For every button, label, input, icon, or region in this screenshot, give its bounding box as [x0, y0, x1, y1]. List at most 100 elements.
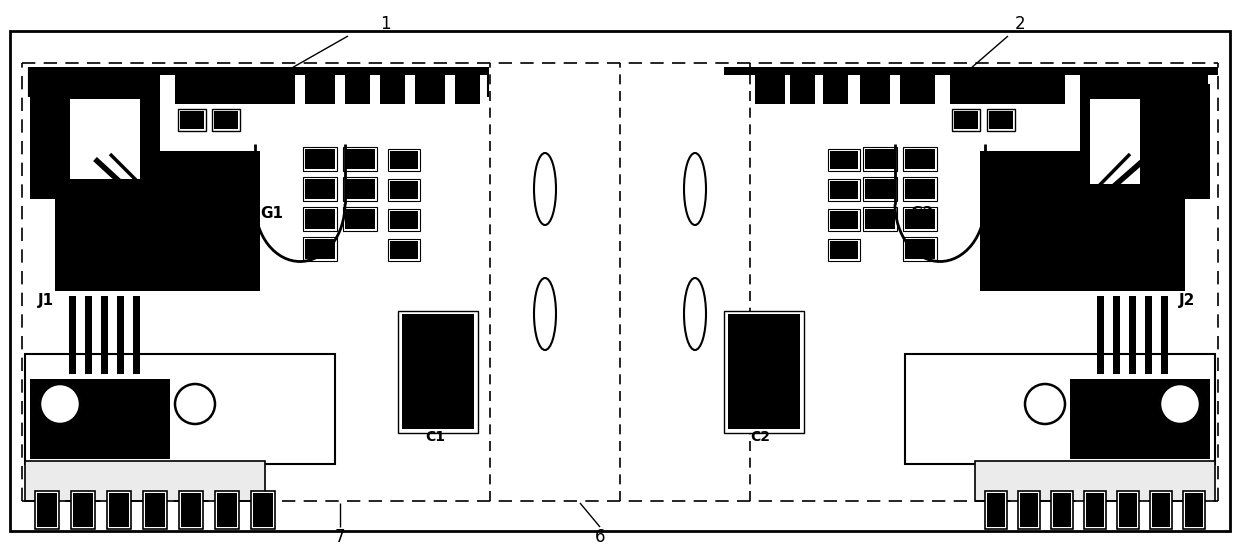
Bar — [402, 314, 474, 429]
Bar — [903, 207, 937, 231]
Bar — [728, 314, 800, 429]
Circle shape — [1159, 384, 1200, 424]
Bar — [133, 296, 140, 374]
Bar — [145, 493, 165, 527]
Bar — [724, 311, 804, 433]
Bar — [22, 63, 620, 501]
Bar — [1117, 491, 1140, 529]
Bar — [388, 179, 420, 201]
Bar — [179, 109, 206, 129]
Bar — [490, 63, 750, 501]
Bar — [30, 99, 69, 184]
Bar — [790, 74, 815, 104]
Bar — [905, 149, 935, 169]
Circle shape — [40, 384, 81, 424]
Bar — [55, 151, 260, 291]
Bar — [250, 491, 275, 529]
Bar — [391, 241, 418, 259]
Bar — [55, 159, 255, 289]
Bar — [866, 149, 895, 169]
Bar — [905, 149, 935, 169]
Bar — [10, 31, 1230, 531]
Text: 6: 6 — [595, 528, 605, 546]
Bar — [905, 179, 935, 199]
Bar — [391, 181, 418, 199]
Bar — [863, 147, 897, 171]
Bar — [830, 211, 858, 229]
Bar — [1080, 72, 1208, 107]
Bar — [952, 109, 980, 131]
Bar — [1053, 493, 1071, 527]
Bar — [903, 147, 937, 171]
Bar — [1114, 296, 1120, 374]
Bar — [622, 63, 1218, 501]
Bar — [160, 179, 241, 279]
Text: C1: C1 — [425, 430, 445, 444]
Bar — [30, 379, 170, 459]
Bar — [866, 209, 895, 229]
Bar — [50, 99, 140, 184]
Bar — [12, 33, 1228, 529]
Bar — [1145, 296, 1152, 374]
Bar — [73, 493, 93, 527]
Bar — [391, 211, 418, 229]
Bar — [415, 74, 445, 104]
Bar — [402, 314, 474, 429]
Bar — [25, 461, 265, 501]
Bar — [863, 177, 897, 201]
Circle shape — [1025, 384, 1065, 424]
Bar — [905, 239, 935, 259]
Bar — [215, 111, 238, 129]
Bar — [30, 84, 160, 199]
Bar — [828, 149, 861, 171]
Bar — [345, 209, 374, 229]
Bar — [388, 149, 420, 171]
Bar — [1090, 99, 1195, 184]
Bar — [905, 209, 935, 229]
Bar — [830, 151, 858, 169]
Bar — [830, 241, 858, 259]
Bar — [179, 109, 206, 131]
Bar — [345, 149, 374, 169]
Bar — [1080, 84, 1210, 199]
Bar — [305, 239, 335, 259]
Bar — [823, 74, 848, 104]
Bar — [905, 179, 935, 199]
Text: E2: E2 — [1174, 151, 1195, 167]
Bar — [975, 461, 1215, 501]
Bar — [391, 241, 418, 259]
Text: C2: C2 — [750, 430, 770, 444]
Bar — [30, 72, 160, 107]
Bar — [755, 74, 785, 104]
Bar — [117, 296, 124, 374]
Bar — [866, 209, 895, 229]
Bar — [305, 209, 335, 229]
Text: E1: E1 — [40, 151, 61, 167]
Bar — [987, 493, 1004, 527]
Bar — [179, 491, 203, 529]
Bar — [37, 493, 57, 527]
Text: G2: G2 — [910, 206, 934, 221]
Bar — [830, 181, 858, 199]
Bar — [305, 149, 335, 169]
Ellipse shape — [684, 153, 706, 225]
Bar — [1183, 491, 1205, 529]
Bar — [1084, 491, 1106, 529]
Bar — [866, 179, 895, 199]
Bar — [175, 74, 290, 104]
Bar — [305, 74, 335, 104]
Bar — [388, 209, 420, 231]
Bar — [215, 491, 239, 529]
Ellipse shape — [684, 278, 706, 350]
Bar — [954, 111, 978, 129]
Bar — [830, 181, 858, 199]
Bar — [305, 239, 335, 259]
Bar — [828, 239, 861, 261]
Bar — [345, 209, 374, 229]
Bar — [1185, 493, 1203, 527]
Bar — [64, 179, 145, 279]
Bar — [260, 74, 295, 104]
Bar — [107, 491, 131, 529]
Bar — [861, 74, 890, 104]
Bar — [830, 151, 858, 169]
